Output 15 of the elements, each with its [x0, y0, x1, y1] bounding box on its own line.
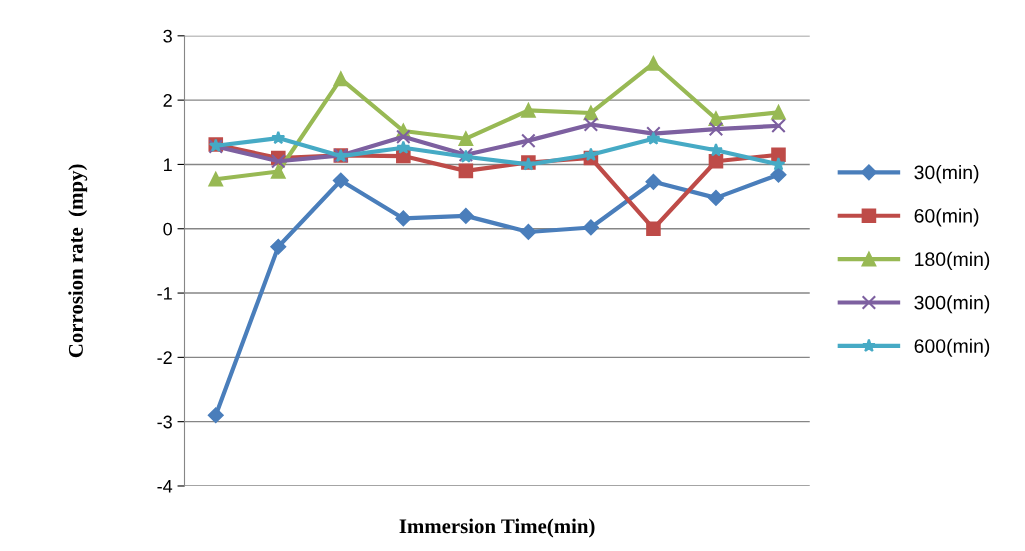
y-tick-label: 3 [163, 29, 172, 43]
legend-label: 300(min) [914, 295, 990, 314]
legend-label: 600(min) [914, 338, 990, 357]
y-tick-label: -1 [157, 287, 172, 300]
y-axis-title: Corrosion rate (mpy) [68, 164, 88, 358]
y-tick-label: -3 [157, 415, 172, 429]
y-tick-label: -4 [157, 480, 173, 493]
x-axis-title: Immersion Time(min) [399, 518, 595, 538]
y-tick-label: -2 [157, 351, 172, 364]
y-tick-label: 2 [163, 94, 172, 107]
y-tick-label: 1 [164, 158, 172, 171]
legend-label: 60(min) [914, 208, 979, 227]
legend-label: 180(min) [915, 251, 990, 270]
y-tick-label: 0 [163, 222, 172, 236]
legend-label: 30(min) [914, 165, 979, 184]
